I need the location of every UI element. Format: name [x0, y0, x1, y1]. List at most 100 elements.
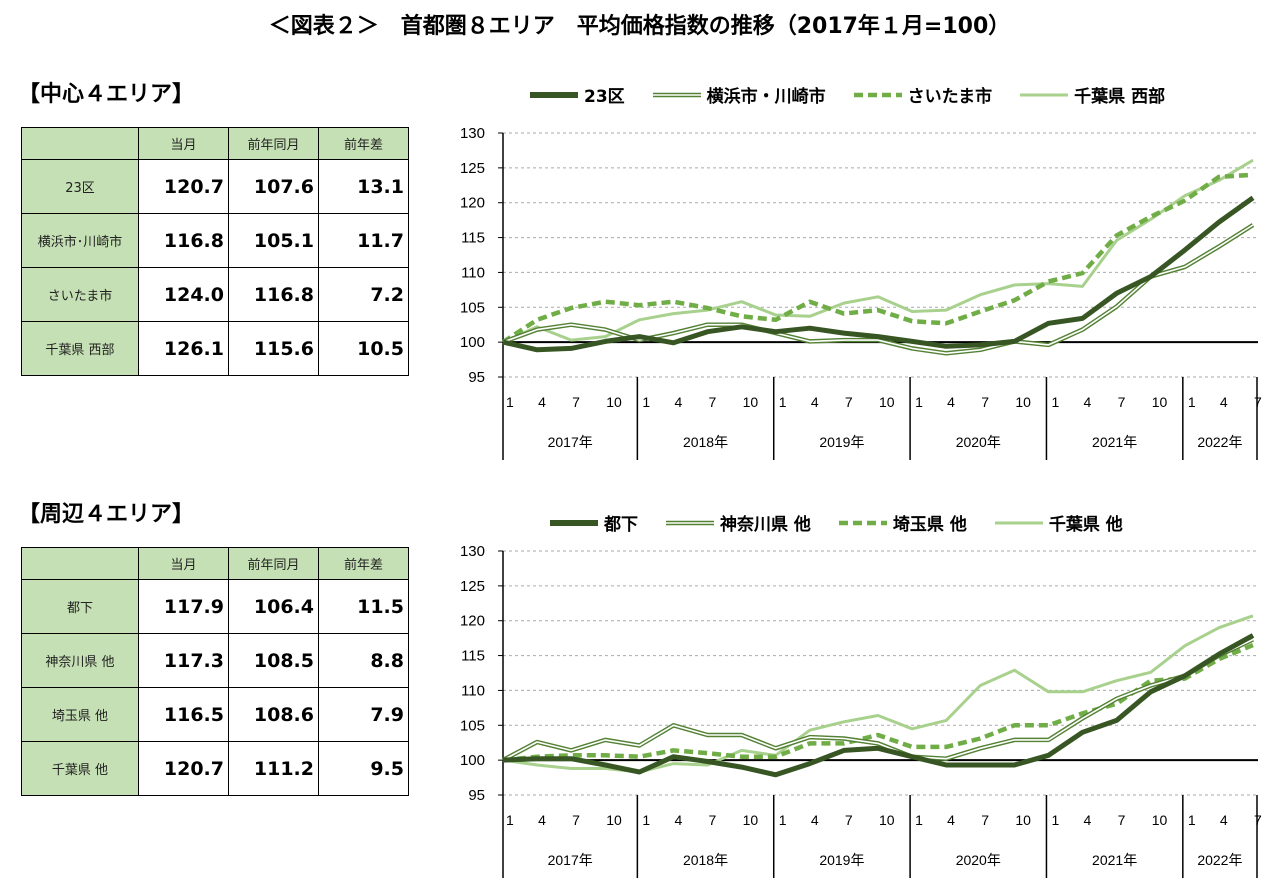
month-tick-label: 4: [811, 394, 819, 410]
series-double: [501, 637, 1254, 763]
table-central: 当月 前年同月 前年差 23区 120.7 107.6 13.1 横浜市･川崎市 116…: [21, 127, 409, 376]
month-tick-label: 1: [1188, 812, 1196, 828]
legend-swatch: [838, 520, 887, 525]
y-tick-label: 125: [460, 578, 485, 595]
month-tick-label: 10: [606, 394, 622, 410]
table-header-row: 当月 前年同月 前年差: [21, 127, 409, 160]
month-tick-label: 1: [1051, 812, 1059, 828]
month-tick-label: 1: [1051, 394, 1059, 410]
table-row: 埼玉県 他 116.5 108.6 7.9: [21, 687, 409, 742]
row-label: さいたま市: [21, 267, 139, 322]
legend-label: 千葉県 西部: [1074, 87, 1166, 107]
legend-item: さいたま市: [852, 82, 993, 107]
series-line: [502, 158, 1254, 344]
header-cell: [21, 127, 139, 160]
y-tick-label: 120: [460, 613, 485, 630]
series-dashed: [502, 643, 1254, 763]
month-tick-label: 1: [506, 394, 514, 410]
legend-label: 神奈川県 他: [720, 515, 811, 535]
month-tick-label: 7: [572, 394, 580, 410]
page-title: ＜図表２＞ 首都圏８エリア 平均価格指数の推移（2017年１月=100）: [268, 14, 1011, 39]
table-header-row: 当月 前年同月 前年差: [21, 547, 409, 580]
month-tick-label: 7: [845, 812, 853, 828]
header-cell: 前年同月: [228, 127, 319, 160]
month-tick-label: 4: [674, 812, 682, 828]
table-peripheral: 当月 前年同月 前年差 都下 117.9 106.4 11.5 神奈川県 他 117.3…: [21, 547, 409, 796]
table-row: 神奈川県 他 117.3 108.5 8.8: [21, 633, 409, 688]
table-row: 千葉県 他 120.7 111.2 9.5: [21, 741, 409, 796]
month-tick-label: 10: [1015, 394, 1031, 410]
prev-year-cell: 105.1: [228, 213, 319, 268]
year-label: 2021年: [1092, 852, 1137, 868]
series-double: [502, 223, 1255, 356]
month-tick-label: 10: [743, 812, 759, 828]
month-tick-label: 4: [1220, 812, 1228, 828]
legend-swatch: [666, 520, 714, 525]
row-label: 千葉県 西部: [21, 321, 139, 376]
legend-label: さいたま市: [907, 87, 993, 107]
series-line: [501, 172, 1254, 344]
year-label: 2021年: [1092, 434, 1137, 450]
legend-swatch: [853, 92, 902, 97]
legend-swatch: [550, 519, 598, 526]
legend-label: 横浜市・川崎市: [706, 87, 826, 107]
month-tick-label: 10: [879, 812, 895, 828]
month-tick-label: 1: [779, 394, 787, 410]
diff-cell: 10.5: [318, 321, 409, 376]
month-tick-label: 4: [1084, 812, 1092, 828]
series-thick: [502, 195, 1255, 353]
y-tick-label: 100: [460, 752, 485, 769]
month-tick-label: 7: [1118, 812, 1126, 828]
table-row: 横浜市･川崎市 116.8 105.1 11.7: [21, 213, 409, 268]
legend-label: 23区: [584, 87, 625, 107]
month-tick-label: 1: [642, 812, 650, 828]
y-tick-label: 100: [460, 334, 485, 351]
year-label: 2019年: [819, 434, 864, 450]
current-cell: 116.5: [138, 687, 229, 742]
header-cell: 前年差: [318, 127, 409, 160]
month-tick-label: 4: [1220, 394, 1228, 410]
y-tick-label: 95: [468, 787, 485, 804]
legend-label: 埼玉県 他: [892, 515, 967, 535]
legend-item: 千葉県 他: [993, 510, 1123, 535]
y-tick-label: 120: [460, 195, 485, 212]
month-tick-label: 4: [1084, 394, 1092, 410]
legend-swatch: [1020, 93, 1069, 96]
legend-swatch: [652, 92, 701, 97]
month-tick-label: 7: [709, 812, 717, 828]
series-line: [502, 643, 1254, 763]
legend-item: 横浜市・川崎市: [651, 82, 826, 107]
month-tick-label: 7: [1254, 812, 1262, 828]
current-cell: 126.1: [138, 321, 229, 376]
current-cell: 120.7: [138, 159, 229, 214]
y-tick-label: 130: [460, 543, 485, 560]
month-tick-label: 1: [915, 394, 923, 410]
legend-label: 都下: [604, 515, 638, 535]
month-tick-label: 7: [709, 394, 717, 410]
month-tick-label: 1: [1188, 394, 1196, 410]
month-tick-label: 7: [845, 394, 853, 410]
month-tick-label: 1: [915, 812, 923, 828]
month-tick-label: 7: [981, 812, 989, 828]
month-tick-label: 4: [947, 394, 955, 410]
series-line: [502, 195, 1255, 353]
year-label: 2020年: [956, 434, 1001, 450]
month-tick-label: 1: [506, 812, 514, 828]
series-line: [502, 633, 1255, 778]
y-tick-label: 125: [460, 160, 485, 177]
year-label: 2018年: [683, 434, 728, 450]
diff-cell: 11.7: [318, 213, 409, 268]
month-tick-label: 1: [779, 812, 787, 828]
diff-cell: 7.9: [318, 687, 409, 742]
legend-item: 23区: [528, 82, 625, 107]
legend-item: 千葉県 西部: [1018, 82, 1165, 107]
prev-year-cell: 116.8: [228, 267, 319, 322]
current-cell: 120.7: [138, 741, 229, 796]
month-tick-label: 7: [981, 394, 989, 410]
year-label: 2017年: [548, 434, 593, 450]
month-tick-label: 10: [1152, 394, 1168, 410]
header-cell: [21, 547, 139, 580]
